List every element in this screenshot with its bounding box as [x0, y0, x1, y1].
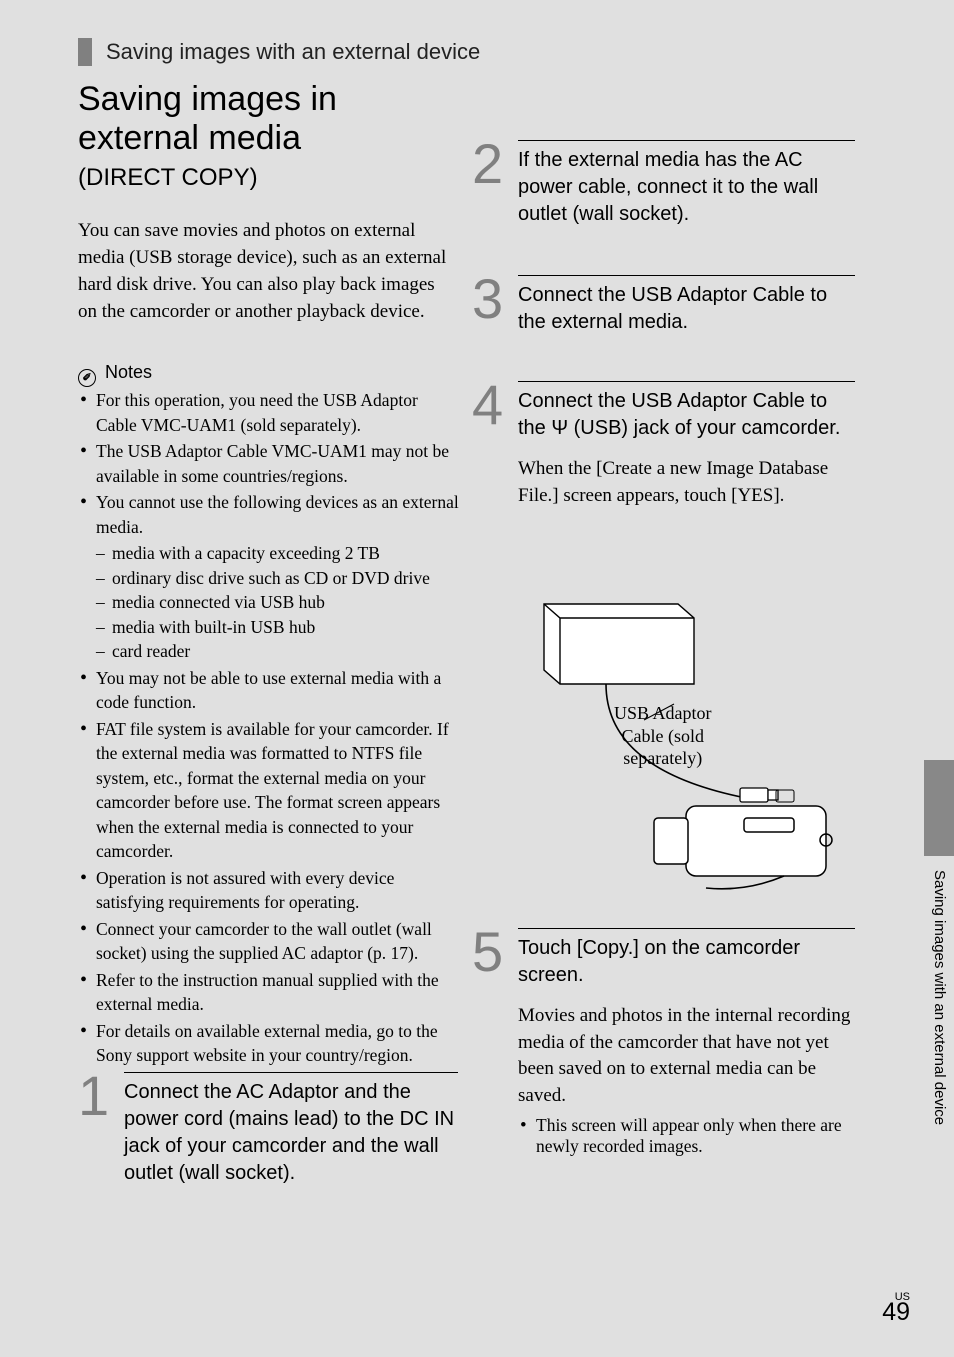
step-text: Connect the USB Adaptor Cable to the ext… — [518, 282, 855, 336]
title-line-2: external media — [78, 119, 301, 157]
section-marker — [78, 38, 92, 66]
note-item: Refer to the instruction manual supplied… — [78, 968, 460, 1017]
page-subtitle: (DIRECT COPY) — [78, 164, 337, 192]
page-number-wrap: US 49 — [882, 1291, 910, 1327]
page-title: Saving images in external media (DIRECT … — [78, 80, 337, 192]
note-item: FAT file system is available for your ca… — [78, 717, 460, 864]
step-rule — [124, 1072, 458, 1073]
figure-caption: USB Adaptor Cable (sold separately) — [614, 702, 712, 770]
notes-header: ✐ Notes — [78, 362, 152, 387]
note-sublist: media with a capacity exceeding 2 TB ord… — [96, 541, 460, 664]
step-body: When the [Create a new Image Database Fi… — [518, 456, 855, 509]
step-text: Connect the USB Adaptor Cable to the Ψ (… — [518, 388, 855, 442]
step-body: Movies and photos in the internal record… — [518, 1003, 855, 1109]
note-subitem: media with built-in USB hub — [96, 615, 460, 640]
caption-line: separately) — [623, 748, 702, 768]
step-text: Touch [Copy.] on the camcorder screen. — [518, 935, 855, 989]
side-section-label: Saving images with an external device — [931, 870, 948, 1125]
page-number: 49 — [882, 1298, 910, 1326]
step-4: 4 Connect the USB Adaptor Cable to the Ψ… — [472, 381, 855, 509]
note-subitem: card reader — [96, 639, 460, 664]
note-subitem: media with a capacity exceeding 2 TB — [96, 541, 460, 566]
step-number: 4 — [472, 377, 503, 433]
step-2: 2 If the external media has the AC power… — [472, 140, 855, 228]
caption-line: Cable (sold — [622, 726, 705, 746]
step-rule — [518, 928, 855, 929]
note-subitem: media connected via USB hub — [96, 590, 460, 615]
caption-line: USB Adaptor — [614, 703, 712, 723]
connection-figure: USB Adaptor Cable (sold separately) — [506, 590, 850, 892]
step-number: 3 — [472, 271, 503, 327]
note-text: You cannot use the following devices as … — [96, 492, 459, 537]
note-item: Operation is not assured with every devi… — [78, 866, 460, 915]
step-1: 1 Connect the AC Adaptor and the power c… — [78, 1072, 458, 1187]
intro-paragraph: You can save movies and photos on extern… — [78, 218, 456, 326]
step-rule — [518, 140, 855, 141]
notes-label: Notes — [105, 362, 152, 382]
notes-list: For this operation, you need the USB Ada… — [78, 388, 460, 1070]
usb-icon: Ψ — [551, 417, 568, 439]
step-text: Connect the AC Adaptor and the power cor… — [124, 1079, 458, 1187]
step-rule — [518, 381, 855, 382]
step-text-post: (USB) jack of your camcorder. — [568, 417, 840, 439]
note-item: Connect your camcorder to the wall outle… — [78, 917, 460, 966]
note-subitem: ordinary disc drive such as CD or DVD dr… — [96, 566, 460, 591]
side-tab — [924, 760, 954, 856]
step-text: If the external media has the AC power c… — [518, 147, 855, 228]
note-item: You may not be able to use external medi… — [78, 666, 460, 715]
step-3: 3 Connect the USB Adaptor Cable to the e… — [472, 275, 855, 336]
note-item: For details on available external media,… — [78, 1019, 460, 1068]
step-5: 5 Touch [Copy.] on the camcorder screen.… — [472, 928, 855, 1157]
note-item: You cannot use the following devices as … — [78, 490, 460, 664]
notes-icon: ✐ — [78, 369, 96, 387]
section-header-row: Saving images with an external device — [78, 38, 480, 66]
title-line-1: Saving images in — [78, 80, 337, 118]
step-subnote-item: This screen will appear only when there … — [518, 1115, 855, 1157]
step-rule — [518, 275, 855, 276]
note-item: For this operation, you need the USB Ada… — [78, 388, 460, 437]
note-item: The USB Adaptor Cable VMC-UAM1 may not b… — [78, 439, 460, 488]
step-subnote-list: This screen will appear only when there … — [518, 1115, 855, 1157]
step-number: 5 — [472, 924, 503, 980]
step-number: 1 — [78, 1068, 109, 1124]
step-number: 2 — [472, 136, 503, 192]
section-header: Saving images with an external device — [106, 39, 480, 64]
